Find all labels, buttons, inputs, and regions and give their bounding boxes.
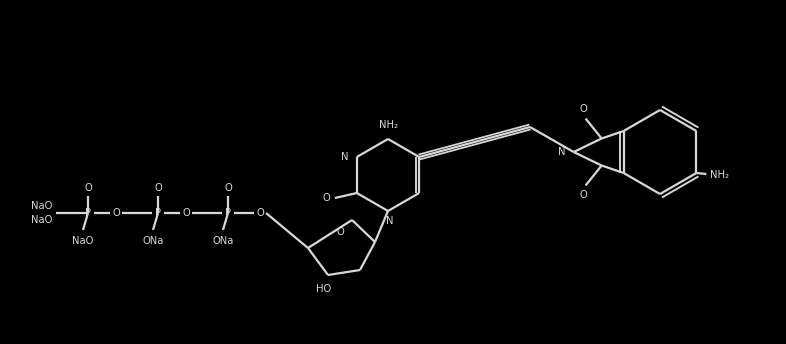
Text: HO: HO [317, 284, 332, 294]
Text: O: O [112, 208, 120, 218]
Text: O: O [256, 208, 264, 218]
Text: O: O [182, 208, 190, 218]
Text: NH₂: NH₂ [379, 120, 398, 130]
Text: O: O [84, 183, 92, 193]
Text: NaO: NaO [31, 201, 52, 211]
Text: N: N [558, 147, 566, 157]
Text: N: N [386, 216, 394, 226]
Text: P: P [85, 208, 91, 218]
Text: N: N [341, 152, 349, 162]
Text: O: O [224, 183, 232, 193]
Text: NaO: NaO [72, 236, 94, 246]
Text: P: P [225, 208, 231, 218]
Text: O: O [323, 193, 331, 203]
Text: O: O [580, 191, 587, 201]
Text: NH₂: NH₂ [711, 170, 729, 180]
Text: ONa: ONa [142, 236, 163, 246]
Text: O: O [580, 104, 587, 114]
Text: P: P [155, 208, 161, 218]
Text: O: O [154, 183, 162, 193]
Text: O: O [336, 227, 344, 237]
Text: ONa: ONa [212, 236, 233, 246]
Text: NaO: NaO [31, 215, 52, 225]
